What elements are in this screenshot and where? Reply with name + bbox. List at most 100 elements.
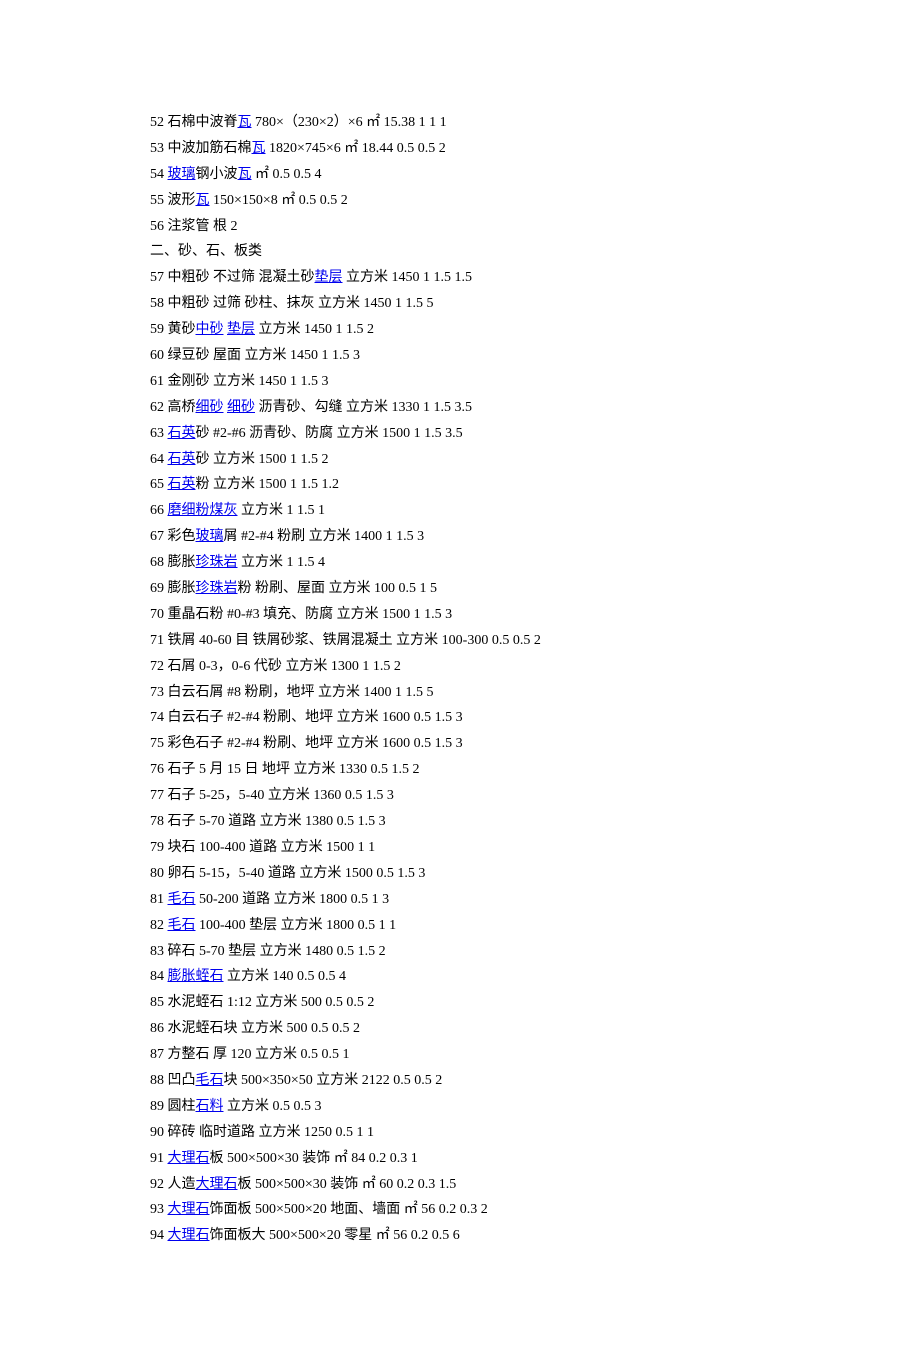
text-segment: 84 <box>150 969 168 984</box>
text-segment: 90 碎砖 临时道路 立方米 1250 0.5 1 1 <box>150 1125 374 1140</box>
text-row: 93 大理石饰面板 500×500×20 地面、墙面 ㎡ 56 0.2 0.3 … <box>150 1197 770 1223</box>
text-row: 83 碎石 5-70 垫层 立方米 1480 0.5 1.5 2 <box>150 939 770 965</box>
text-segment: 块 500×350×50 立方米 2122 0.5 0.5 2 <box>224 1073 443 1088</box>
text-segment: 板 500×500×30 装饰 ㎡ 84 0.2 0.3 1 <box>210 1151 418 1166</box>
text-segment: 砂 #2-#6 沥青砂、防腐 立方米 1500 1 1.5 3.5 <box>196 426 463 441</box>
link-text[interactable]: 石英 <box>168 426 196 441</box>
link-text[interactable]: 瓦 <box>238 167 252 182</box>
link-text[interactable]: 毛石 <box>168 918 196 933</box>
link-text[interactable]: 细砂 <box>227 400 255 415</box>
text-row: 92 人造大理石板 500×500×30 装饰 ㎡ 60 0.2 0.3 1.5 <box>150 1172 770 1198</box>
text-row: 84 膨胀蛭石 立方米 140 0.5 0.5 4 <box>150 964 770 990</box>
link-text[interactable]: 玻璃 <box>168 167 196 182</box>
link-text[interactable]: 垫层 <box>227 322 255 337</box>
text-segment: 屑 #2-#4 粉刷 立方米 1400 1 1.5 3 <box>224 529 425 544</box>
text-row: 74 白云石子 #2-#4 粉刷、地坪 立方米 1600 0.5 1.5 3 <box>150 705 770 731</box>
text-row: 85 水泥蛭石 1:12 立方米 500 0.5 0.5 2 <box>150 990 770 1016</box>
text-row: 90 碎砖 临时道路 立方米 1250 0.5 1 1 <box>150 1120 770 1146</box>
link-text[interactable]: 大理石 <box>168 1228 210 1243</box>
text-segment: 67 彩色 <box>150 529 196 544</box>
text-segment: 82 <box>150 918 168 933</box>
text-segment: 立方米 1 1.5 4 <box>238 555 326 570</box>
text-row: 82 毛石 100-400 垫层 立方米 1800 0.5 1 1 <box>150 913 770 939</box>
text-segment: 立方米 140 0.5 0.5 4 <box>224 969 347 984</box>
text-segment: 79 块石 100-400 道路 立方米 1500 1 1 <box>150 840 375 855</box>
link-text[interactable]: 瓦 <box>238 115 252 130</box>
link-text[interactable]: 磨细粉煤灰 <box>168 503 238 518</box>
text-row: 63 石英砂 #2-#6 沥青砂、防腐 立方米 1500 1 1.5 3.5 <box>150 421 770 447</box>
text-row: 75 彩色石子 #2-#4 粉刷、地坪 立方米 1600 0.5 1.5 3 <box>150 731 770 757</box>
text-segment: 85 水泥蛭石 1:12 立方米 500 0.5 0.5 2 <box>150 995 374 1010</box>
text-segment: 57 中粗砂 不过筛 混凝土砂 <box>150 270 315 285</box>
text-segment: 81 <box>150 892 168 907</box>
link-text[interactable]: 石英 <box>168 477 196 492</box>
text-row: 62 高桥细砂 细砂 沥青砂、勾缝 立方米 1330 1 1.5 3.5 <box>150 395 770 421</box>
text-row: 72 石屑 0-3，0-6 代砂 立方米 1300 1 1.5 2 <box>150 654 770 680</box>
text-row: 55 波形瓦 150×150×8 ㎡ 0.5 0.5 2 <box>150 188 770 214</box>
text-row: 59 黄砂中砂 垫层 立方米 1450 1 1.5 2 <box>150 317 770 343</box>
text-segment: 72 石屑 0-3，0-6 代砂 立方米 1300 1 1.5 2 <box>150 659 401 674</box>
text-segment: 69 膨胀 <box>150 581 196 596</box>
link-text[interactable]: 石料 <box>196 1099 224 1114</box>
text-row: 56 注浆管 根 2 <box>150 214 770 240</box>
text-row: 53 中波加筋石棉瓦 1820×745×6 ㎡ 18.44 0.5 0.5 2 <box>150 136 770 162</box>
text-segment: 56 注浆管 根 2 <box>150 219 238 234</box>
text-segment: 立方米 0.5 0.5 3 <box>224 1099 322 1114</box>
link-text[interactable]: 瓦 <box>252 141 266 156</box>
link-text[interactable]: 瓦 <box>196 193 210 208</box>
link-text[interactable]: 膨胀蛭石 <box>168 969 224 984</box>
text-segment: 83 碎石 5-70 垫层 立方米 1480 0.5 1.5 2 <box>150 944 386 959</box>
text-row: 89 圆柱石料 立方米 0.5 0.5 3 <box>150 1094 770 1120</box>
text-row: 71 铁屑 40-60 目 铁屑砂浆、铁屑混凝土 立方米 100-300 0.5… <box>150 628 770 654</box>
text-segment: 立方米 1450 1 1.5 1.5 <box>343 270 473 285</box>
text-row: 65 石英粉 立方米 1500 1 1.5 1.2 <box>150 472 770 498</box>
text-row: 73 白云石屑 #8 粉刷，地坪 立方米 1400 1 1.5 5 <box>150 680 770 706</box>
link-text[interactable]: 玻璃 <box>196 529 224 544</box>
link-text[interactable]: 珍珠岩 <box>196 555 238 570</box>
text-segment: 52 石棉中波脊 <box>150 115 238 130</box>
text-segment: 63 <box>150 426 168 441</box>
text-segment: 58 中粗砂 过筛 砂柱、抹灰 立方米 1450 1 1.5 5 <box>150 296 434 311</box>
text-segment: 86 水泥蛭石块 立方米 500 0.5 0.5 2 <box>150 1021 360 1036</box>
text-row: 61 金刚砂 立方米 1450 1 1.5 3 <box>150 369 770 395</box>
text-segment: 780×（230×2）×6 ㎡ 15.38 1 1 1 <box>252 115 447 130</box>
text-row: 60 绿豆砂 屋面 立方米 1450 1 1.5 3 <box>150 343 770 369</box>
text-segment: 66 <box>150 503 168 518</box>
text-segment: 78 石子 5-70 道路 立方米 1380 0.5 1.5 3 <box>150 814 386 829</box>
text-row: 77 石子 5-25，5-40 立方米 1360 0.5 1.5 3 <box>150 783 770 809</box>
text-segment: 68 膨胀 <box>150 555 196 570</box>
text-segment: 76 石子 5 月 15 日 地坪 立方米 1330 0.5 1.5 2 <box>150 762 420 777</box>
text-row: 64 石英砂 立方米 1500 1 1.5 2 <box>150 447 770 473</box>
text-row: 78 石子 5-70 道路 立方米 1380 0.5 1.5 3 <box>150 809 770 835</box>
text-segment: 53 中波加筋石棉 <box>150 141 252 156</box>
link-text[interactable]: 毛石 <box>196 1073 224 1088</box>
text-row: 79 块石 100-400 道路 立方米 1500 1 1 <box>150 835 770 861</box>
text-segment: 粉 粉刷、屋面 立方米 100 0.5 1 5 <box>238 581 438 596</box>
text-row: 66 磨细粉煤灰 立方米 1 1.5 1 <box>150 498 770 524</box>
text-row: 57 中粗砂 不过筛 混凝土砂垫层 立方米 1450 1 1.5 1.5 <box>150 265 770 291</box>
text-segment: 1820×745×6 ㎡ 18.44 0.5 0.5 2 <box>266 141 446 156</box>
link-text[interactable]: 毛石 <box>168 892 196 907</box>
text-segment: 59 黄砂 <box>150 322 196 337</box>
link-text[interactable]: 垫层 <box>315 270 343 285</box>
text-segment: 88 凹凸 <box>150 1073 196 1088</box>
text-segment: 70 重晶石粉 #0-#3 填充、防腐 立方米 1500 1 1.5 3 <box>150 607 452 622</box>
text-row: 54 玻璃钢小波瓦 ㎡ 0.5 0.5 4 <box>150 162 770 188</box>
text-segment: 94 <box>150 1228 168 1243</box>
link-text[interactable]: 细砂 <box>196 400 224 415</box>
text-segment: 80 卵石 5-15，5-40 道路 立方米 1500 0.5 1.5 3 <box>150 866 425 881</box>
link-text[interactable]: 大理石 <box>168 1202 210 1217</box>
text-segment: 55 波形 <box>150 193 196 208</box>
text-segment: 64 <box>150 452 168 467</box>
link-text[interactable]: 珍珠岩 <box>196 581 238 596</box>
link-text[interactable]: 大理石 <box>196 1177 238 1192</box>
document-content: 52 石棉中波脊瓦 780×（230×2）×6 ㎡ 15.38 1 1 153 … <box>150 110 770 1249</box>
link-text[interactable]: 中砂 <box>196 322 224 337</box>
text-row: 91 大理石板 500×500×30 装饰 ㎡ 84 0.2 0.3 1 <box>150 1146 770 1172</box>
text-segment: 74 白云石子 #2-#4 粉刷、地坪 立方米 1600 0.5 1.5 3 <box>150 710 463 725</box>
link-text[interactable]: 大理石 <box>168 1151 210 1166</box>
link-text[interactable]: 石英 <box>168 452 196 467</box>
text-segment: 62 高桥 <box>150 400 196 415</box>
text-segment: 73 白云石屑 #8 粉刷，地坪 立方米 1400 1 1.5 5 <box>150 685 434 700</box>
text-row: 94 大理石饰面板大 500×500×20 零星 ㎡ 56 0.2 0.5 6 <box>150 1223 770 1249</box>
